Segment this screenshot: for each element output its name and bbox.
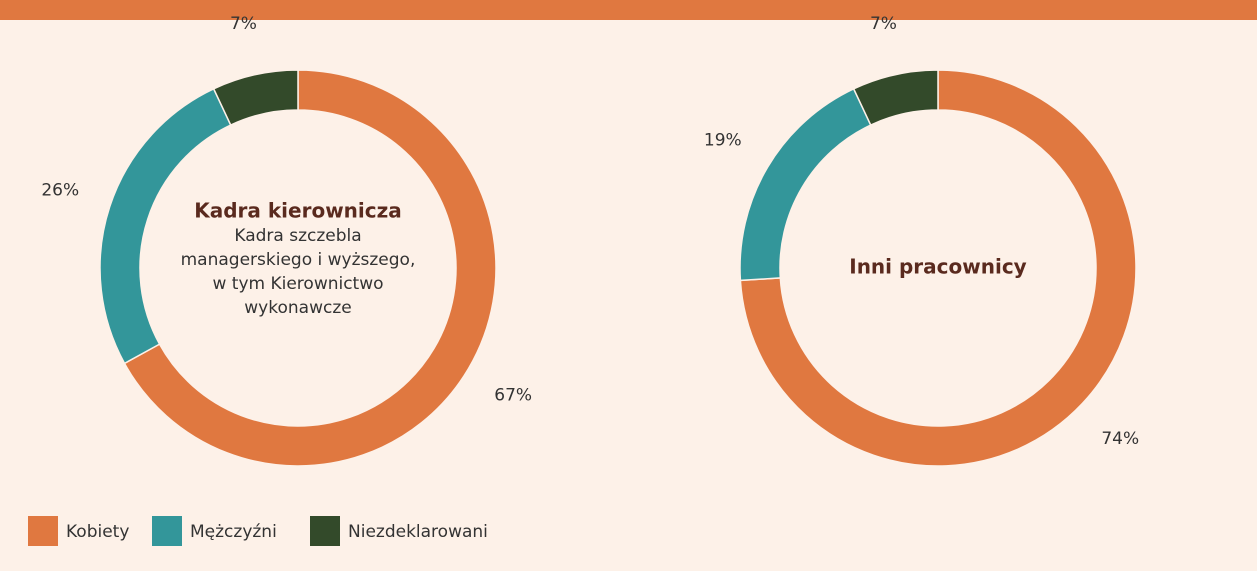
legend-label: Mężczyźni [190, 522, 277, 542]
slice-label: 74% [1101, 429, 1139, 449]
legend-label: Niezdeklarowani [348, 522, 488, 542]
chart-subtitle: wykonawcze [244, 298, 351, 318]
slice [123, 69, 497, 467]
slice-label: 67% [494, 385, 532, 405]
legend-swatch [28, 516, 58, 546]
legend-swatch [152, 516, 182, 546]
slice-label: 7% [230, 14, 257, 34]
slice-label: 26% [41, 181, 79, 201]
chart-subtitle: Kadra szczebla [234, 226, 361, 246]
slice [212, 69, 299, 127]
slice-label: 19% [704, 131, 742, 151]
chart-title: Kadra kierownicza [194, 199, 402, 223]
slice [739, 69, 1137, 467]
chart-subtitle: w tym Kierownictwo [212, 274, 383, 294]
top-bar [0, 0, 1257, 20]
legend-swatch [310, 516, 340, 546]
slice [852, 69, 939, 127]
chart-subtitle: managerskiego i wyższego, [181, 250, 416, 270]
slice-label: 7% [870, 14, 897, 34]
legend-label: Kobiety [66, 522, 129, 542]
chart-title: Inni pracownicy [849, 255, 1026, 279]
